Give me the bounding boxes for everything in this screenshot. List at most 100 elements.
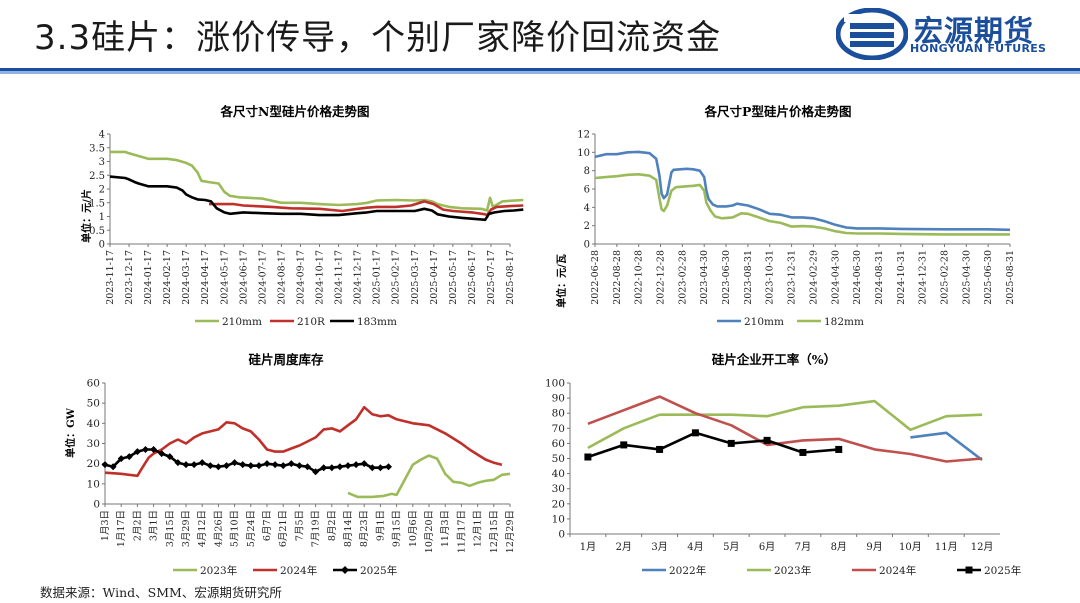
x-tick-label: 1月3日 — [100, 510, 111, 541]
legend-label: 2025年 — [360, 564, 397, 577]
series-marker — [620, 441, 628, 449]
series-line — [587, 431, 839, 459]
series-marker — [206, 462, 214, 470]
x-tick-label: 2024-04-17 — [200, 250, 211, 305]
series-marker — [304, 463, 311, 471]
x-tick-label: 2025-02-28 — [939, 250, 950, 305]
series-marker — [255, 462, 263, 470]
x-tick-label: 10月20日 — [424, 510, 435, 553]
x-tick-label: 8月14日 — [343, 510, 354, 547]
x-tick-label: 2025-04-30 — [961, 250, 972, 305]
x-tick-label: 9月 — [866, 541, 882, 553]
y-tick-label: 4 — [99, 130, 105, 141]
chart-title: 各尺寸P型硅片价格走势图 — [704, 104, 852, 119]
y-tick-label: 2 — [99, 185, 105, 196]
y-tick-label: 0.5 — [89, 226, 105, 237]
y-tick-label: 20 — [87, 458, 100, 470]
x-tick-label: 2024-12-17 — [353, 250, 364, 305]
series-marker — [182, 461, 190, 469]
chart-title: 硅片企业开工率（%） — [712, 352, 836, 367]
company-logo: 宏源期货 HONGYUAN FUTURES — [836, 8, 1072, 60]
x-tick-label: 12月29日 — [505, 510, 516, 553]
x-tick-label: 2024-02-17 — [162, 250, 173, 305]
x-tick-label: 7月19日 — [311, 510, 322, 547]
y-tick-label: 0 — [584, 240, 590, 251]
x-tick-label: 8月23日 — [359, 510, 370, 547]
x-tick-label: 2025-08-31 — [1005, 250, 1016, 305]
y-tick-label: 10 — [577, 148, 590, 159]
y-tick-label: 10 — [87, 478, 100, 490]
y-axis-label: 单位：元/瓦 — [555, 254, 568, 308]
y-tick-label: 80 — [552, 408, 565, 420]
y-tick-label: 90 — [552, 393, 565, 405]
x-tick-label: 12月 — [971, 541, 994, 553]
x-tick-label: 2025-06-17 — [467, 250, 478, 305]
series-marker — [263, 460, 271, 468]
series-marker — [198, 459, 206, 467]
x-tick-label: 2022-10-28 — [634, 250, 645, 305]
x-tick-label: 2025-06-30 — [983, 250, 994, 305]
y-tick-label: 2 — [584, 221, 590, 232]
legend-label: 183mm — [357, 316, 397, 328]
series-marker — [239, 461, 247, 469]
x-tick-label: 2024-11-17 — [334, 250, 345, 305]
x-tick-label: 2025-03-17 — [410, 250, 421, 305]
y-tick-label: 100 — [545, 378, 565, 390]
y-tick-label: 60 — [552, 438, 565, 450]
x-tick-label: 10月6日 — [408, 510, 419, 547]
y-axis-label: 单位：元/片 — [80, 189, 93, 243]
x-tick-label: 3月 — [651, 541, 667, 553]
x-tick-label: 2024-05-17 — [219, 250, 230, 305]
x-tick-label: 2月 — [616, 541, 632, 553]
x-tick-label: 6月7日 — [262, 510, 273, 541]
series-marker — [336, 463, 344, 471]
series-marker — [368, 464, 376, 472]
x-tick-label: 9月15日 — [392, 510, 403, 547]
x-tick-label: 2024-08-31 — [874, 250, 885, 305]
chart-legend: 2022年 2023年 2024年 2025年 — [642, 564, 1021, 577]
series-marker — [109, 463, 117, 471]
series-line — [110, 150, 524, 212]
x-tick-label: 2025-05-17 — [448, 250, 459, 305]
series-marker — [352, 461, 360, 469]
series-line — [104, 405, 503, 478]
legend-label: 210mm — [744, 316, 784, 328]
x-tick-label: 2023-04-30 — [699, 250, 710, 305]
header-divider — [0, 68, 1080, 74]
series-line — [347, 454, 511, 499]
x-tick-label: 2024-01-17 — [143, 250, 154, 305]
series-marker — [385, 463, 392, 471]
chart-legend: 210mm 210R 183mm — [195, 316, 397, 328]
series-marker — [214, 463, 222, 471]
chart-n-type-wafer-price: 各尺寸N型硅片价格走势图 单位：元/片 0 0.5 1 1.5 2 2.5 3 3.5 4 202… — [80, 104, 524, 328]
x-tick-label: 2025-08-17 — [505, 250, 516, 305]
logo-chinese-name: 宏源期货 — [914, 14, 1035, 48]
y-tick-label: 0 — [558, 529, 565, 541]
x-tick-label: 2025-04-17 — [429, 250, 440, 305]
x-tick-label: 6月21日 — [278, 510, 289, 547]
x-tick-label: 2023-10-31 — [765, 250, 776, 305]
x-tick-label: 4月12日 — [197, 510, 208, 547]
legend-label: 2024年 — [879, 564, 916, 577]
series-marker — [320, 464, 328, 472]
series-marker — [174, 459, 182, 467]
series-marker — [158, 450, 166, 458]
x-tick-label: 2025-02-17 — [391, 250, 402, 305]
chart-title: 硅片周度库存 — [248, 352, 324, 367]
y-tick-label: 12 — [577, 130, 590, 141]
legend-marker — [341, 566, 349, 574]
legend-label: 2022年 — [669, 564, 706, 577]
x-tick-label: 2024-08-17 — [276, 250, 287, 305]
x-tick-label: 11月 — [935, 541, 958, 553]
x-tick-label: 2025-07-17 — [486, 250, 497, 305]
y-tick-label: 20 — [552, 498, 565, 510]
x-tick-label: 2023-11-17 — [105, 250, 116, 305]
series-line — [594, 150, 1011, 232]
page-header: 3.3硅片：涨价传导，个别厂家降价回流资金 宏源期货 HONGYUAN FUTU… — [0, 0, 1080, 74]
legend-label: 2024年 — [280, 564, 317, 577]
x-tick-label: 1月17日 — [116, 510, 127, 547]
y-tick-label: 4 — [584, 203, 590, 214]
series-marker — [835, 445, 843, 453]
series-line — [587, 395, 983, 463]
series-marker — [190, 461, 198, 469]
